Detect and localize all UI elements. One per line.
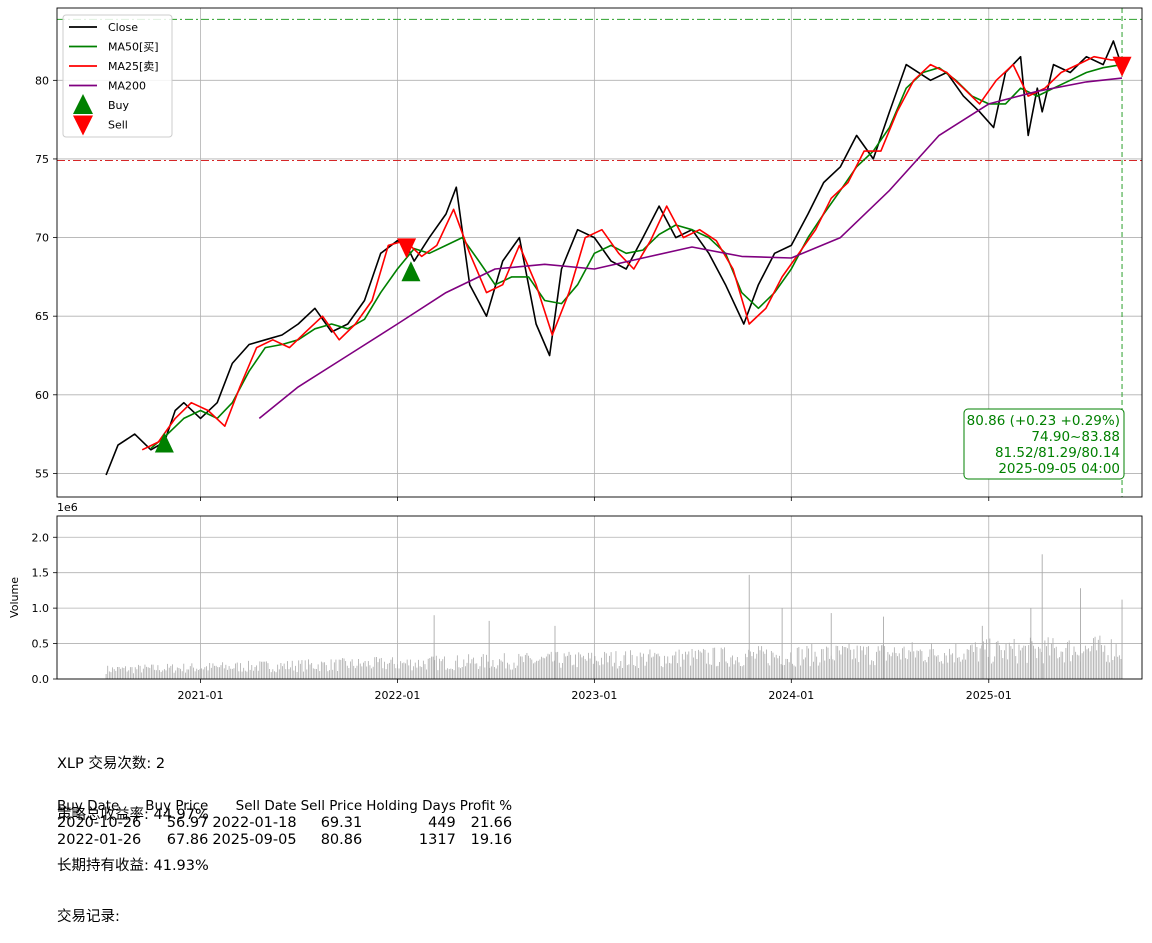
table-row: 2022-01-26 67.86 2025-09-05 80.86 1317 1… <box>57 832 516 849</box>
cell-buy-price: 56.97 <box>166 815 209 831</box>
cell-holding-days: 1317 <box>418 832 456 848</box>
info-box-line: 80.86 (+0.23 +0.29%) <box>967 413 1120 429</box>
info-box <box>963 408 1125 480</box>
volume-axis-label: Volume <box>8 577 21 618</box>
cell-sell-date: 2025-09-05 <box>212 832 297 848</box>
series-line-ma50 <box>150 63 1123 449</box>
volume-xtick-label: 2024-01 <box>768 689 814 702</box>
buy-marker <box>154 432 174 453</box>
volume-xtick-label: 2021-01 <box>178 689 224 702</box>
legend-label: Sell <box>108 119 128 132</box>
trade-records-title: 交易记录: <box>57 909 120 925</box>
cell-buy-date: 2022-01-26 <box>57 832 142 848</box>
chart-canvas: 55 60 65 70 75 80 80.86 (+0.23 +0.29%)74.90~83… <box>8 7 1143 702</box>
legend-label: MA50[买] <box>108 41 159 54</box>
sell-marker <box>397 238 417 259</box>
cell-sell-price: 69.31 <box>320 815 363 831</box>
volume-ytick-label: 1.5 <box>32 567 50 580</box>
trade-table-header-row: Buy Date Buy Price Sell Date Sell Price … <box>57 798 516 815</box>
price-ytick-label: 55 <box>35 467 49 480</box>
legend-box <box>62 14 173 138</box>
volume-xtick-label: 2022-01 <box>374 689 420 702</box>
cell-profit-pct: 21.66 <box>470 815 513 831</box>
header-buy-price: Buy Price <box>145 798 209 814</box>
volume-xtick-label: 2025-01 <box>966 689 1012 702</box>
legend-sell-marker <box>73 115 93 136</box>
volume-xtick-label: 2023-01 <box>571 689 617 702</box>
volume-ytick-label: 2.0 <box>32 531 50 544</box>
header-buy-date: Buy Date <box>57 798 120 814</box>
price-ytick-label: 70 <box>35 232 49 245</box>
header-profit-pct: Profit % <box>459 798 513 814</box>
series-line-close <box>105 40 1123 476</box>
volume-axes-frame <box>56 515 1143 680</box>
cell-buy-price: 67.86 <box>166 832 209 848</box>
trade-records-table: Buy Date Buy Price Sell Date Sell Price … <box>57 798 516 849</box>
legend-label: Buy <box>108 99 130 112</box>
volume-ytick-label: 1.0 <box>32 602 50 615</box>
info-box-line: 74.90~83.88 <box>1031 429 1120 445</box>
cell-profit-pct: 19.16 <box>470 832 513 848</box>
price-ytick-label: 80 <box>35 74 49 87</box>
cell-buy-date: 2020-10-26 <box>57 815 142 831</box>
cell-sell-date: 2022-01-18 <box>212 815 297 831</box>
legend-buy-marker <box>73 94 93 114</box>
trade-count-text: XLP 交易次数: 2 <box>57 756 166 772</box>
buy-marker <box>401 261 421 282</box>
price-axes-frame <box>56 7 1143 498</box>
legend-label: MA25[卖] <box>108 60 159 73</box>
volume-ytick-label: 0.0 <box>32 673 50 686</box>
legend-label: Close <box>108 21 138 34</box>
sell-marker <box>1112 56 1132 77</box>
cell-holding-days: 449 <box>428 815 456 831</box>
info-box-line: 81.52/81.29/80.14 <box>995 445 1120 461</box>
header-holding-days: Holding Days <box>366 798 456 814</box>
table-row: 2020-10-26 56.97 2022-01-18 69.31 449 21… <box>57 815 516 832</box>
info-box-line: 2025-09-05 04:00 <box>998 461 1120 477</box>
strategy-return-text: 策略总收益率: 44.97% <box>57 807 209 823</box>
cell-sell-price: 80.86 <box>320 832 363 848</box>
price-ytick-label: 60 <box>35 389 49 402</box>
legend-label: MA200 <box>108 80 146 93</box>
buy-hold-return-text: 长期持有收益: 41.93% <box>57 858 209 874</box>
volume-scale-label: 1e6 <box>57 501 78 514</box>
price-ytick-label: 75 <box>35 153 49 166</box>
series-line-ma25 <box>141 55 1122 451</box>
price-ytick-label: 65 <box>35 310 49 323</box>
volume-ytick-label: 0.5 <box>32 638 50 651</box>
header-sell-date: Sell Date <box>235 798 297 814</box>
header-sell-price: Sell Price <box>300 798 363 814</box>
series-line-ma200 <box>258 77 1123 420</box>
